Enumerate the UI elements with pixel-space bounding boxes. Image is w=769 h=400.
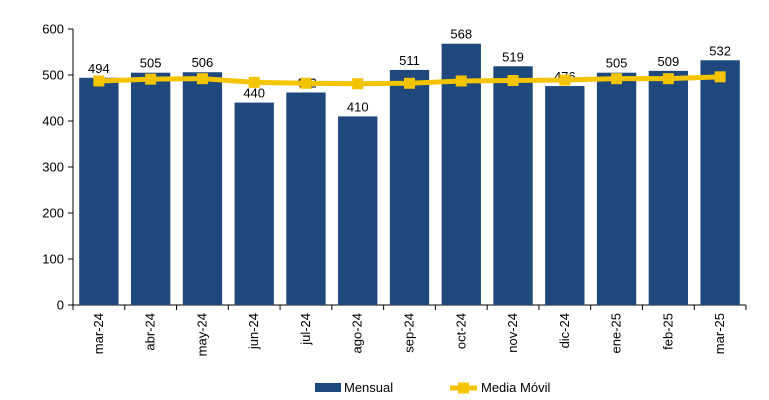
x-axis: mar-24 abr-24 may-24 jun-24 jul-24 ago-24 sep-… [72,304,747,356]
line-marker [300,77,312,89]
x-tick-label: feb-25 [660,313,675,350]
x-tick-label: oct-24 [453,313,468,349]
bar [79,77,119,305]
bar-value-label: 509 [657,54,679,69]
bar-value-label: 410 [347,99,369,114]
x-tick-label: nov-24 [505,313,520,353]
line-marker [93,75,105,87]
bar-value-label: 505 [606,56,628,71]
bar [700,60,740,305]
x-tick-label: abr-24 [143,313,158,351]
bar-value-label: 519 [502,49,524,64]
line-marker [404,77,415,89]
bar [493,66,533,305]
bar-value-label: 494 [88,61,110,76]
bar-value-label: 506 [192,55,214,70]
y-axis: 0 100 200 300 400 500 600 [42,22,74,313]
x-tick-label: dic-24 [557,313,572,348]
legend-label-mensual: Mensual [344,380,393,395]
line-marker [559,74,571,86]
line-marker [662,73,674,85]
bar-value-label: 511 [399,53,420,68]
line-series-media-movil [93,71,726,90]
bar [286,92,326,305]
bar [234,102,274,305]
line-marker [196,73,208,85]
line-marker [352,78,364,90]
bar [182,72,223,306]
bar [648,70,689,305]
y-tick-label: 500 [42,68,64,83]
x-tick-label: ene-25 [609,313,624,353]
bar [596,72,637,305]
chart-legend: Mensual Media Móvil [315,380,550,395]
bar [338,116,378,306]
legend-swatch-marker [458,382,469,394]
x-tick-label: ago-24 [350,313,365,353]
x-tick-label: mar-24 [91,313,106,354]
y-tick-label: 600 [42,22,64,37]
x-tick-label: jun-24 [246,313,261,350]
bar [130,72,171,305]
line-marker [455,75,467,87]
y-tick-label: 400 [42,114,64,129]
x-tick-label: jul-24 [298,313,313,346]
y-tick-label: 200 [42,206,64,221]
legend-swatch-mensual [315,383,341,392]
line-marker [248,76,260,88]
y-tick-label: 100 [42,252,64,267]
bar-value-label: 532 [709,43,731,58]
x-tick-label: may-24 [194,313,209,356]
line-marker [507,75,519,87]
line-marker [611,73,623,85]
bar [389,69,430,305]
x-tick-label: mar-25 [712,313,727,354]
bar-value-label: 505 [140,56,162,71]
y-tick-label: 300 [42,160,64,175]
x-tick-label: sep-24 [402,313,417,353]
bar [441,43,481,305]
bar-series-mensual [79,43,740,306]
bar-value-label: 440 [243,86,265,101]
legend-label-media-movil: Media Móvil [481,380,550,395]
bar-value-label: 568 [450,27,472,42]
line-marker [145,73,157,85]
bar [545,86,585,305]
line-marker [714,71,726,83]
y-tick-label: 0 [57,298,64,313]
